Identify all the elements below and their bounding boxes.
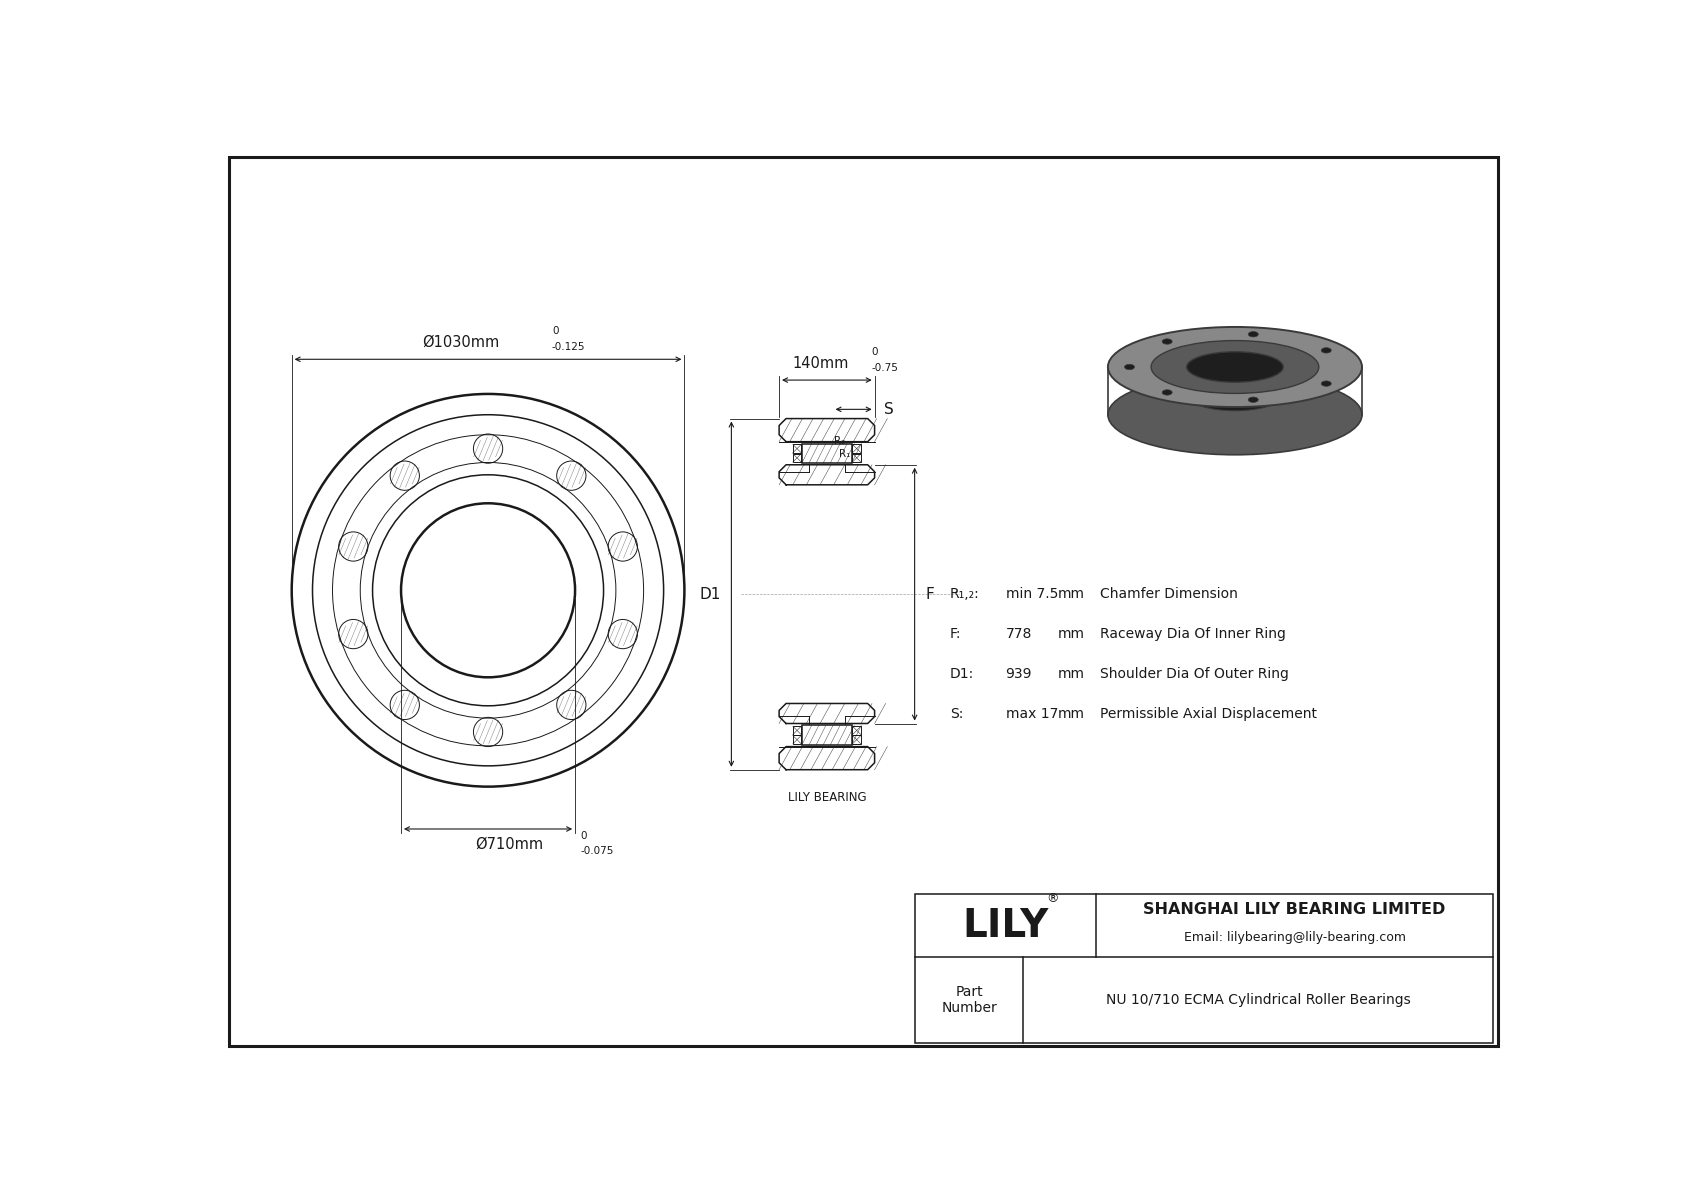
Text: Raceway Dia Of Inner Ring: Raceway Dia Of Inner Ring <box>1100 628 1287 641</box>
Bar <box>802 443 852 463</box>
Bar <box>852 727 861 735</box>
Bar <box>852 444 861 453</box>
Ellipse shape <box>1108 375 1362 455</box>
Text: 778: 778 <box>1005 628 1032 641</box>
Text: R₂: R₂ <box>834 436 845 447</box>
Ellipse shape <box>1189 382 1282 411</box>
Text: D1: D1 <box>699 587 721 601</box>
Text: Ø710mm: Ø710mm <box>475 837 544 852</box>
Text: S: S <box>884 401 894 417</box>
Ellipse shape <box>1322 381 1332 386</box>
Text: mm: mm <box>1058 628 1084 641</box>
Bar <box>793 727 802 735</box>
Ellipse shape <box>1248 331 1258 337</box>
Text: ®: ® <box>1047 892 1059 905</box>
Ellipse shape <box>1162 389 1172 395</box>
Bar <box>793 454 802 462</box>
Text: R₁: R₁ <box>839 449 850 460</box>
Text: S:: S: <box>950 707 963 722</box>
Text: 0: 0 <box>581 830 588 841</box>
Text: D1:: D1: <box>950 667 975 681</box>
Text: min 7.5: min 7.5 <box>1005 587 1058 601</box>
Text: mm: mm <box>1058 667 1084 681</box>
Text: 939: 939 <box>1005 667 1032 681</box>
Bar <box>852 454 861 462</box>
Text: Chamfer Dimension: Chamfer Dimension <box>1100 587 1238 601</box>
Ellipse shape <box>1187 351 1283 382</box>
Text: LILY: LILY <box>963 906 1049 944</box>
Text: NU 10/710 ECMA Cylindrical Roller Bearings: NU 10/710 ECMA Cylindrical Roller Bearin… <box>1106 993 1411 1006</box>
Text: F:: F: <box>950 628 962 641</box>
Bar <box>916 894 1494 1043</box>
Text: Email: lilybearing@lily-bearing.com: Email: lilybearing@lily-bearing.com <box>1184 931 1406 944</box>
Text: LILY BEARING: LILY BEARING <box>788 791 866 804</box>
Text: -0.125: -0.125 <box>552 342 586 353</box>
Bar <box>793 735 802 744</box>
Ellipse shape <box>1248 397 1258 403</box>
Ellipse shape <box>1322 348 1332 353</box>
Text: max 17: max 17 <box>1005 707 1058 722</box>
Text: F: F <box>926 587 935 601</box>
Text: Shoulder Dia Of Outer Ring: Shoulder Dia Of Outer Ring <box>1100 667 1288 681</box>
Bar <box>802 725 852 744</box>
Text: -0.075: -0.075 <box>581 846 615 856</box>
Text: Permissible Axial Displacement: Permissible Axial Displacement <box>1100 707 1317 722</box>
Text: Ø1030mm: Ø1030mm <box>423 335 500 350</box>
Text: SHANGHAI LILY BEARING LIMITED: SHANGHAI LILY BEARING LIMITED <box>1143 902 1447 917</box>
Ellipse shape <box>1125 364 1135 369</box>
Text: 0: 0 <box>872 347 877 357</box>
Text: mm: mm <box>1058 587 1084 601</box>
Bar <box>852 735 861 744</box>
Ellipse shape <box>1108 328 1362 407</box>
Bar <box>793 444 802 453</box>
Text: 140mm: 140mm <box>793 356 849 370</box>
Text: -0.75: -0.75 <box>872 363 898 373</box>
Text: R₁,₂:: R₁,₂: <box>950 587 980 601</box>
Text: mm: mm <box>1058 707 1084 722</box>
Text: 0: 0 <box>552 326 559 336</box>
Text: Part
Number: Part Number <box>941 985 997 1015</box>
Ellipse shape <box>1162 338 1172 344</box>
Ellipse shape <box>1152 341 1319 393</box>
